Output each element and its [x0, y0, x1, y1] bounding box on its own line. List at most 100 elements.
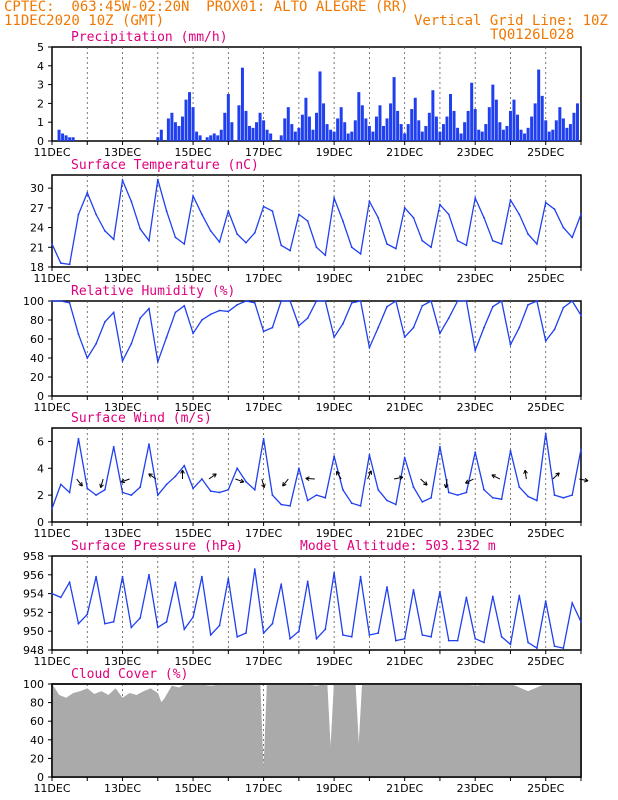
y-tick-label: 100	[23, 295, 44, 308]
data-point	[165, 336, 168, 338]
precip-bar	[537, 69, 541, 141]
y-tick-label: 24	[30, 222, 44, 235]
data-point	[51, 300, 53, 302]
x-tick-label: 25DEC	[527, 782, 564, 795]
precip-bar	[156, 137, 160, 141]
data-point	[412, 588, 415, 591]
x-tick-label: 23DEC	[457, 146, 494, 159]
data-point	[518, 326, 521, 329]
y-tick-label: 954	[23, 588, 44, 601]
wind-arrow	[208, 473, 217, 480]
data-point	[491, 595, 494, 598]
y-tick-label: 60	[30, 333, 44, 346]
data-point	[139, 227, 142, 230]
wind-arrow-head	[282, 484, 287, 487]
wind-arrow-head	[99, 483, 102, 488]
data-point	[562, 306, 565, 309]
wind-arrow	[305, 477, 315, 480]
data-point	[386, 499, 388, 502]
data-point	[580, 448, 582, 451]
data-point	[183, 464, 186, 467]
data-point	[553, 494, 556, 497]
data-point	[148, 443, 150, 446]
data-point	[527, 233, 529, 236]
panel-title: Relative Humidity (%)	[71, 284, 235, 299]
precip-bar	[244, 110, 248, 141]
data-point	[95, 342, 97, 345]
data-point	[491, 305, 494, 308]
data-point	[280, 583, 283, 586]
data-point	[333, 197, 336, 199]
data-point	[421, 304, 424, 307]
wind-arrow-head	[239, 481, 244, 484]
precip-bar	[374, 116, 378, 141]
x-tick-label: 21DEC	[386, 782, 423, 795]
x-tick-label: 11DEC	[33, 272, 70, 285]
precip-bar	[413, 97, 417, 141]
precip-bar	[392, 77, 396, 141]
precip-bar	[170, 112, 174, 141]
data-point	[236, 467, 239, 470]
x-tick-label: 15DEC	[175, 655, 212, 668]
precip-bar	[279, 135, 283, 141]
y-tick-label: 27	[30, 202, 44, 215]
data-point	[227, 310, 230, 313]
wind-arrow	[282, 478, 289, 487]
y-tick-label: 958	[23, 550, 44, 563]
x-tick-label: 13DEC	[104, 146, 141, 159]
data-point	[306, 317, 309, 319]
data-point	[174, 236, 177, 239]
precip-bar	[219, 129, 223, 141]
data-point	[218, 491, 221, 494]
data-point	[394, 300, 397, 302]
precip-bar	[367, 125, 371, 141]
data-point	[130, 626, 133, 629]
y-tick-label: 4	[37, 462, 44, 475]
x-tick-label: 25DEC	[527, 527, 564, 540]
data-point	[394, 247, 397, 250]
data-point	[218, 309, 221, 312]
data-point	[456, 494, 459, 497]
y-tick-label: 6	[37, 435, 44, 448]
precip-bar	[438, 131, 442, 141]
wind-arrow-head	[214, 473, 217, 478]
data-point	[368, 634, 371, 636]
precip-bar	[378, 105, 382, 141]
data-point	[271, 622, 274, 625]
data-point	[403, 637, 406, 640]
data-point	[527, 641, 529, 644]
data-point	[377, 488, 380, 491]
precip-bar	[452, 110, 456, 141]
x-tick-label: 17DEC	[245, 527, 282, 540]
data-point	[447, 213, 450, 216]
precip-bar	[508, 110, 512, 141]
panel-4: 0 2 4 6 11DEC 13DEC 15DEC 17DEC 19DEC 21DEC 23DEC 2…	[33, 411, 589, 540]
precip-bar	[325, 124, 329, 141]
wind-arrow	[579, 478, 589, 482]
wind-arrow-head	[336, 470, 341, 474]
wind-arrow-head	[263, 483, 266, 488]
precip-bar	[466, 110, 470, 141]
precip-bar	[216, 135, 220, 141]
x-tick-label: 11DEC	[33, 655, 70, 668]
data-point	[368, 200, 371, 203]
data-point	[165, 620, 168, 623]
precip-bar	[223, 112, 227, 141]
x-tick-label: 15DEC	[175, 527, 212, 540]
precip-bar	[311, 129, 315, 141]
precip-bar	[561, 118, 565, 141]
data-point	[104, 321, 106, 323]
x-tick-label: 15DEC	[175, 272, 212, 285]
cloud-area	[51, 683, 582, 778]
x-tick-label: 17DEC	[245, 655, 282, 668]
data-point	[280, 300, 283, 302]
precip-bar	[396, 110, 400, 141]
data-point	[200, 213, 203, 216]
x-tick-label: 13DEC	[104, 655, 141, 668]
precip-bar	[209, 135, 213, 141]
data-point	[527, 303, 529, 306]
y-tick-label: 1	[37, 116, 44, 129]
data-point	[165, 483, 168, 486]
data-point	[350, 302, 353, 304]
precip-bar	[346, 133, 350, 141]
